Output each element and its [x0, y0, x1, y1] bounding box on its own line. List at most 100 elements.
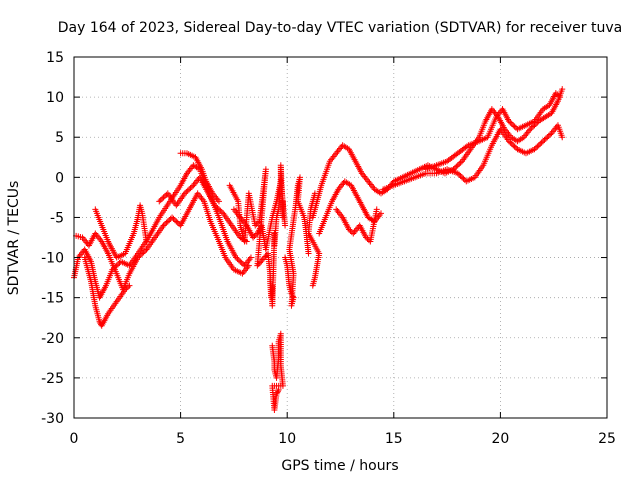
- data-point-marker: [552, 90, 559, 97]
- x-tick-label: 15: [385, 431, 403, 447]
- x-tick-label: 20: [491, 431, 509, 447]
- data-point-marker: [183, 189, 190, 196]
- data-point-marker: [186, 186, 193, 193]
- data-point-marker: [508, 140, 515, 147]
- y-tick-label: 5: [55, 130, 64, 146]
- data-point-marker: [532, 144, 539, 151]
- data-point-marker: [255, 261, 262, 268]
- data-point-marker: [187, 185, 194, 192]
- data-point-marker: [456, 160, 463, 167]
- data-point-marker: [457, 172, 464, 179]
- data-point-marker: [137, 251, 144, 258]
- y-tick-label: -10: [41, 251, 64, 267]
- data-point-marker: [454, 162, 461, 169]
- data-point-marker: [531, 146, 538, 153]
- data-point-marker: [559, 86, 566, 93]
- data-point-marker: [181, 190, 188, 197]
- data-point-marker: [279, 198, 286, 205]
- data-point-marker: [215, 198, 222, 205]
- data-point-marker: [163, 219, 170, 226]
- data-point-marker: [505, 118, 512, 125]
- data-point-marker: [555, 92, 562, 99]
- data-point-marker: [454, 170, 461, 177]
- data-point-marker: [142, 247, 149, 254]
- data-point-marker: [174, 219, 181, 226]
- data-point-marker: [122, 286, 129, 293]
- data-point-marker: [247, 254, 254, 261]
- data-point-marker: [511, 123, 518, 130]
- data-point-marker: [288, 290, 295, 297]
- data-point-marker: [160, 194, 167, 201]
- data-point-marker: [510, 122, 517, 129]
- data-point-marker: [255, 219, 262, 226]
- data-point-marker: [188, 183, 195, 190]
- x-tick-label: 0: [70, 431, 79, 447]
- data-point-marker: [510, 142, 517, 149]
- data-point-marker: [140, 249, 147, 256]
- data-point-marker: [557, 94, 564, 101]
- data-points: [71, 86, 566, 413]
- data-point-marker: [378, 210, 385, 217]
- data-point-marker: [451, 164, 458, 171]
- data-point-marker: [346, 226, 353, 233]
- data-point-marker: [527, 126, 534, 133]
- y-tick-label: 0: [55, 170, 64, 186]
- data-point-marker: [233, 254, 240, 261]
- data-point-marker: [139, 250, 146, 257]
- data-point-marker: [211, 202, 218, 209]
- data-point-marker: [160, 222, 167, 229]
- data-point-marker: [173, 218, 180, 225]
- x-tick-label: 5: [176, 431, 185, 447]
- data-point-marker: [184, 187, 191, 194]
- data-point-marker: [157, 197, 164, 204]
- data-point-marker: [541, 136, 548, 143]
- data-point-marker: [507, 119, 514, 126]
- data-point-marker: [115, 261, 122, 268]
- data-point-marker: [554, 91, 561, 98]
- data-point-marker: [250, 234, 257, 241]
- data-point-marker: [161, 193, 168, 200]
- y-tick-label: -20: [41, 331, 64, 347]
- x-tick-label: 25: [598, 431, 616, 447]
- data-point-marker: [245, 262, 252, 269]
- data-point-marker: [535, 142, 542, 149]
- data-point-marker: [542, 135, 549, 142]
- chart-title: Day 164 of 2023, Sidereal Day-to-day VTE…: [58, 20, 622, 36]
- data-point-marker: [126, 282, 133, 289]
- data-point-marker: [218, 209, 225, 216]
- data-point-marker: [156, 198, 163, 205]
- data-point-marker: [453, 163, 460, 170]
- data-point-marker: [364, 235, 371, 242]
- data-point-marker: [235, 257, 242, 264]
- data-point-marker: [507, 139, 514, 146]
- grid-lines: [74, 57, 607, 418]
- data-point-marker: [540, 138, 547, 145]
- plot-frame: [73, 56, 608, 419]
- data-point-marker: [537, 140, 544, 147]
- y-tick-label: -5: [50, 210, 64, 226]
- data-point-marker: [547, 131, 554, 138]
- data-point-marker: [457, 159, 464, 166]
- data-point-marker: [234, 255, 241, 262]
- data-point-marker: [170, 215, 177, 222]
- data-point-marker: [545, 132, 552, 139]
- data-point-marker: [214, 205, 221, 212]
- data-point-marker: [274, 388, 281, 395]
- data-point-marker: [215, 206, 222, 213]
- data-point-marker: [171, 217, 178, 224]
- y-tick-label: -15: [41, 291, 64, 307]
- y-tick-label: -25: [41, 371, 64, 387]
- data-point-marker: [164, 218, 171, 225]
- data-point-marker: [161, 221, 168, 228]
- data-point-marker: [363, 234, 370, 241]
- data-point-marker: [143, 238, 150, 245]
- data-point-marker: [559, 134, 566, 141]
- data-point-marker: [217, 207, 224, 214]
- data-point-marker: [275, 386, 282, 393]
- y-tick-label: 15: [46, 50, 64, 66]
- y-tick-label: -30: [41, 411, 64, 427]
- data-point-marker: [460, 175, 467, 182]
- x-tick-label: 10: [278, 431, 296, 447]
- data-point-marker: [528, 124, 535, 131]
